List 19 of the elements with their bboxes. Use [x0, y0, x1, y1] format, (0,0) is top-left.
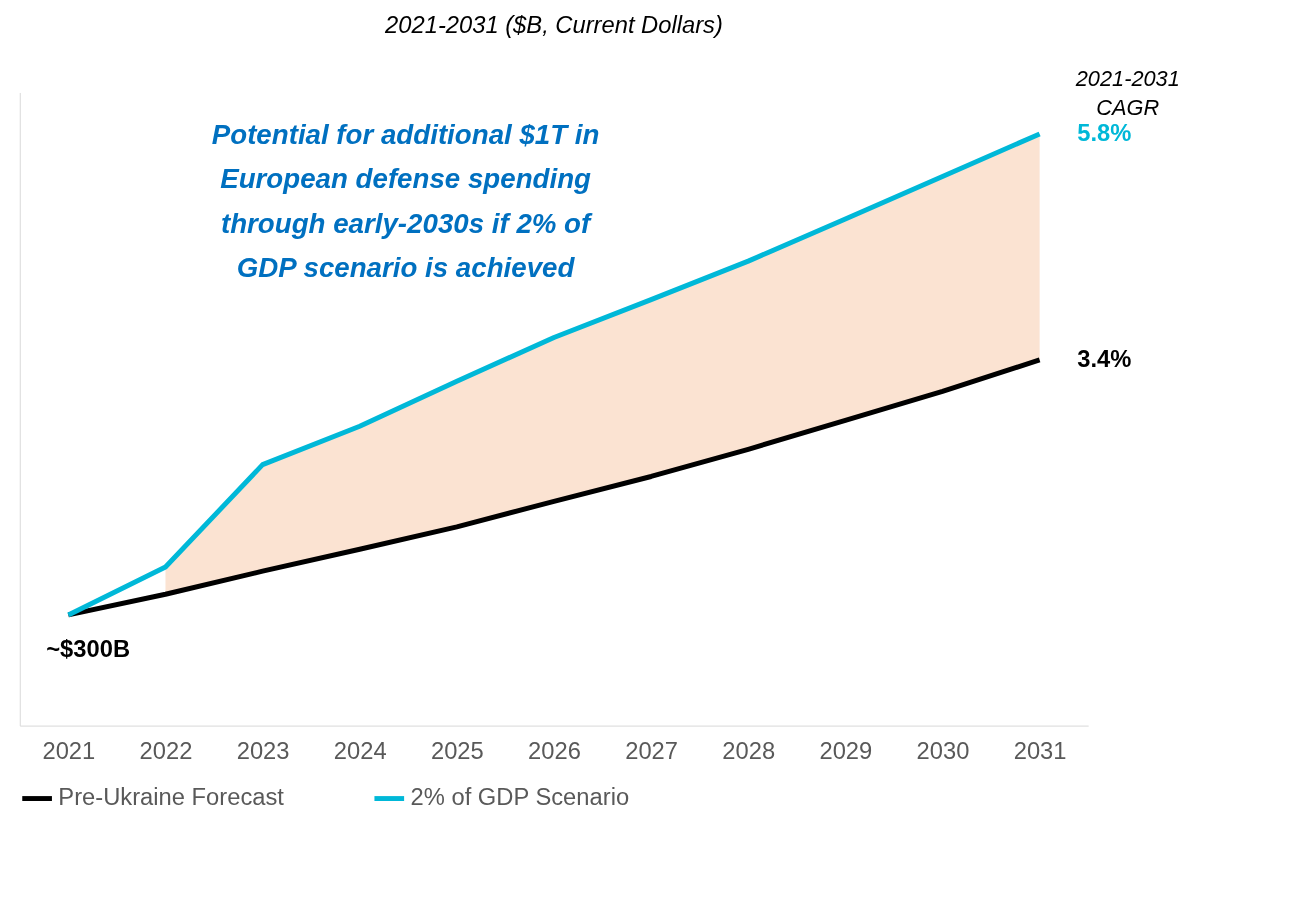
x-tick-label: 2026: [528, 737, 581, 764]
chart-subtitle: 2021-2031 ($B, Current Dollars): [384, 12, 723, 39]
legend-label: 2% of GDP Scenario: [410, 784, 630, 811]
x-tick-label: 2029: [819, 737, 873, 764]
annotation: 5.8%: [1077, 119, 1132, 146]
x-tick-label: 2025: [430, 737, 484, 764]
x-tick-label: 2031: [1013, 737, 1067, 764]
x-tick-label: 2023: [236, 737, 290, 764]
x-tick-label: 2021: [42, 737, 96, 764]
text: 2021-2031 CAGR: [1074, 65, 1180, 121]
x-tick-label: 2027: [625, 737, 679, 764]
x-tick-label: 2028: [722, 737, 776, 764]
annotation: Potential for additional $1T in European defense spending through early-2030s if 2% of GDP scenario is achieved: [211, 118, 600, 284]
x-tick-label: 2030: [916, 737, 970, 764]
legend-label: Pre-Ukraine Forecast: [58, 784, 285, 811]
annotation: ~$300B: [46, 636, 131, 663]
x-tick-label: 2022: [139, 737, 193, 764]
x-tick-label: 2024: [333, 737, 387, 764]
annotation: 3.4%: [1077, 345, 1132, 372]
